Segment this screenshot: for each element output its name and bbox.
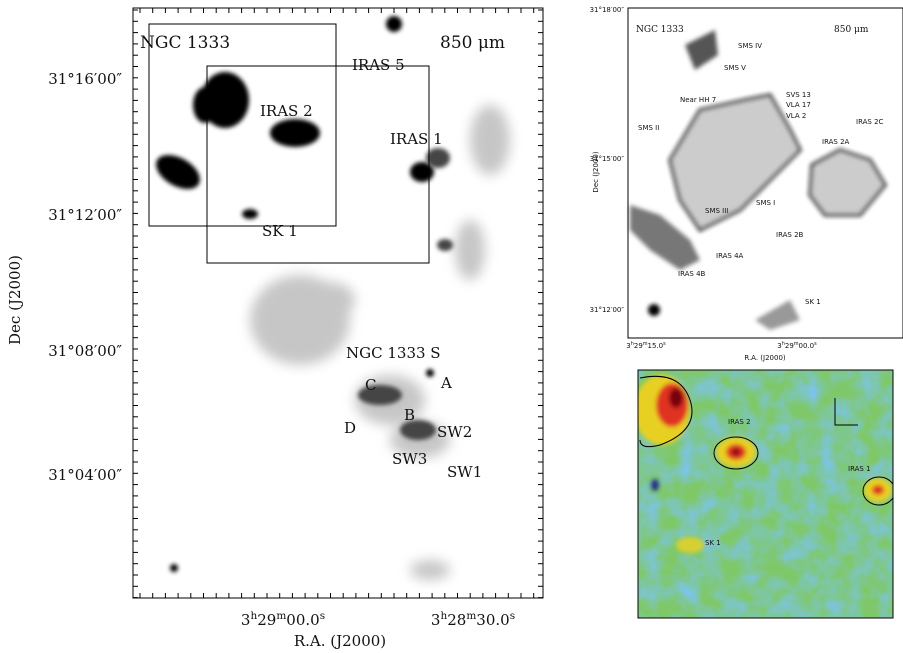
source-label: SMS III: [705, 207, 728, 215]
source-label: SK 1: [805, 298, 821, 306]
unit-superscript: s: [320, 610, 325, 622]
unit-superscript: m: [466, 610, 476, 622]
source-label: A: [440, 374, 452, 392]
source-label: IRAS 1: [390, 130, 443, 148]
source-label: IRAS 2B: [776, 231, 804, 239]
coordinate-part: 3: [431, 611, 441, 629]
unit-superscript: h: [631, 341, 634, 347]
dec-tick-label: 31°04′00″: [48, 466, 122, 484]
unit-superscript: s: [814, 341, 817, 347]
wavelength: 850 μm: [440, 33, 505, 53]
source-label: IRAS 5: [352, 56, 405, 74]
coordinate-part: 30.0: [476, 611, 509, 629]
ra-tick-label: 3h29m00.0s: [777, 341, 817, 350]
box: [148, 23, 337, 227]
coordinate-part: 00.0: [799, 342, 815, 350]
source-label: SK 1: [262, 222, 298, 240]
source-label: IRAS 1: [848, 465, 871, 473]
axis-label: Dec (J2000): [6, 255, 24, 345]
coordinate-part: 3: [241, 611, 251, 629]
panel-title: NGC 1333: [636, 25, 684, 35]
coordinate-part: 3: [777, 342, 781, 350]
coordinate-part: 15.0: [648, 342, 664, 350]
source-label: IRAS 4B: [678, 270, 706, 278]
coordinate-part: 3: [626, 342, 630, 350]
source-label: SMS II: [638, 124, 659, 132]
bottom-right-panel: IRAS 2 IRAS 1 SK 1: [637, 369, 894, 619]
axis-label: R.A. (J2000): [744, 354, 786, 362]
unit-superscript: s: [510, 610, 515, 622]
source-label: SW2: [437, 423, 472, 441]
source-label: SK 1: [705, 539, 721, 547]
unit-superscript: h: [250, 610, 257, 622]
unit-superscript: s: [663, 341, 666, 347]
axis-label: R.A. (J2000): [294, 632, 386, 650]
ra-tick-label: 3h29m15.0s: [626, 341, 666, 350]
unit-superscript: h: [782, 341, 785, 347]
coordinate-part: 00.0: [286, 611, 319, 629]
dec-tick-label: 31°16′00″: [48, 70, 122, 88]
source-label: VLA 17: [786, 101, 811, 109]
tick-marks: [133, 8, 543, 599]
coordinate-part: 29: [634, 342, 643, 350]
source-label: IRAS 2A: [822, 138, 850, 146]
source-label: IRAS 2: [260, 102, 313, 120]
unit-superscript: m: [643, 341, 648, 347]
frame: [627, 7, 903, 339]
source-label: SW3: [392, 450, 427, 468]
dec-tick-label: 31°12′00″: [48, 206, 122, 224]
top-right-panel: NGC 1333 850 μm SMS IV SMS V SVS 13 VLA …: [590, 6, 903, 362]
unit-superscript: m: [794, 341, 799, 347]
contour-map: [630, 30, 887, 330]
source-label: D: [344, 419, 356, 437]
unit-superscript: h: [440, 610, 447, 622]
dec-tick-label: 31°08′00″: [48, 342, 122, 360]
source-label: IRAS 4A: [716, 252, 744, 260]
panel-title: NGC 1333: [140, 33, 230, 53]
source-label: SMS V: [724, 64, 746, 72]
source-label: IRAS 2C: [856, 118, 884, 126]
source-label: NGC 1333 S: [346, 344, 441, 362]
unit-superscript: m: [276, 610, 286, 622]
source-label: IRAS 2: [728, 418, 751, 426]
left-panel: NGC 1333 850 μm IRAS 5 IRAS 2 IRAS 1 SK …: [6, 7, 544, 650]
source-label: C: [365, 376, 376, 394]
dec-tick-label: 31°12′00″: [590, 306, 625, 314]
source-label: SMS I: [756, 199, 775, 207]
source-label: VLA 2: [786, 112, 806, 120]
source-label: SW1: [447, 463, 482, 481]
coordinate-part: 29: [785, 342, 794, 350]
axis-label: Dec (J2000): [592, 151, 600, 192]
wavelength: 850 μm: [834, 25, 869, 35]
source-label: Near HH 7: [680, 96, 716, 104]
source-label: SVS 13: [786, 91, 811, 99]
ra-tick-label: 3h29m00.0s: [241, 610, 325, 629]
coordinate-part: 28: [447, 611, 466, 629]
left-image: [156, 16, 510, 580]
box: [206, 65, 430, 264]
dec-tick-label: 31°15′00″: [590, 155, 625, 163]
ra-tick-label: 3h28m30.0s: [431, 610, 515, 629]
source-label: SMS IV: [738, 42, 762, 50]
left-frame: [132, 7, 544, 599]
dec-tick-label: 31°18′00″: [590, 6, 625, 14]
coordinate-part: 29: [257, 611, 276, 629]
source-label: B: [404, 406, 415, 424]
frame: [637, 369, 894, 619]
